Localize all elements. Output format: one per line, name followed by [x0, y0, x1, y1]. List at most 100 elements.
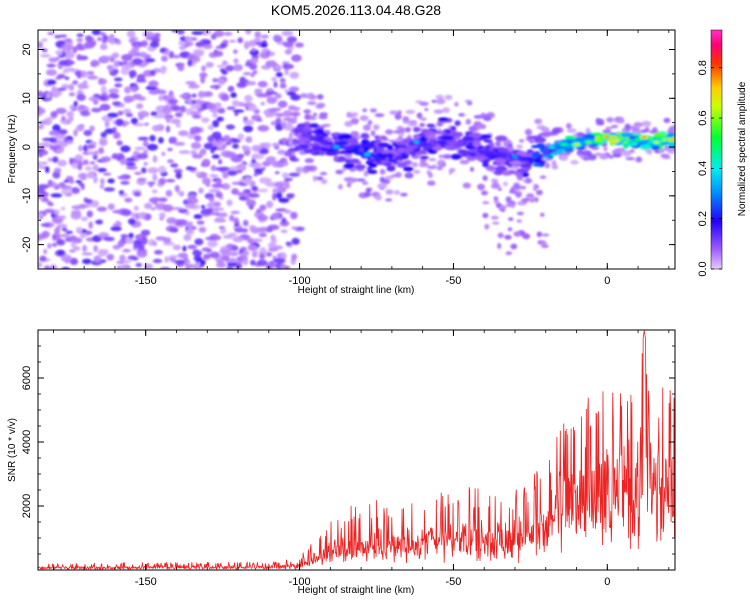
- heat-cell: [112, 131, 121, 139]
- heat-cell: [186, 98, 193, 105]
- heat-cell: [377, 183, 387, 190]
- heat-cell: [195, 42, 205, 47]
- heat-cell: [288, 86, 300, 92]
- heat-cell: [251, 47, 256, 52]
- heat-cell: [256, 92, 265, 98]
- heat-cell: [196, 220, 205, 226]
- heat-cell: [225, 65, 234, 72]
- heat-cell: [278, 252, 287, 260]
- snr-plot-area: [38, 330, 675, 570]
- heat-cell: [210, 251, 220, 259]
- colorbar-label: Normalized spectral amplitude: [737, 81, 748, 216]
- colorbar-tick-label: 0.8: [697, 60, 709, 75]
- heat-cell: [225, 124, 235, 130]
- heat-cell: [120, 180, 130, 185]
- heat-cell: [385, 129, 394, 135]
- heat-cell: [187, 59, 193, 67]
- heat-cell: [115, 220, 121, 226]
- heat-cell: [65, 230, 73, 234]
- heat-cell: [99, 184, 105, 189]
- heat-cell: [237, 133, 245, 141]
- heat-cell: [532, 186, 538, 191]
- y-tick-label: 4000: [21, 430, 33, 454]
- heat-cell: [275, 192, 283, 199]
- heat-cell: [38, 212, 44, 217]
- heat-cell: [93, 255, 102, 263]
- heat-cell: [620, 132, 634, 138]
- heat-cell: [249, 180, 256, 188]
- heat-cell: [419, 155, 429, 160]
- heat-cell: [127, 255, 137, 260]
- heat-cell: [122, 248, 131, 253]
- heat-cell: [468, 125, 477, 132]
- y-tick-label: 6000: [21, 366, 33, 390]
- heat-cell: [493, 170, 503, 176]
- heat-cell: [534, 197, 539, 203]
- heat-cell: [187, 244, 197, 250]
- heat-cell: [524, 128, 533, 136]
- heat-cell: [251, 144, 262, 152]
- heat-cell: [239, 76, 246, 85]
- heat-cell: [233, 49, 238, 54]
- heat-cell: [304, 158, 314, 164]
- heat-cell: [57, 142, 66, 147]
- heat-cell: [213, 30, 224, 38]
- heat-cell: [196, 261, 201, 267]
- heat-cell: [65, 50, 74, 58]
- heat-cell: [265, 156, 277, 164]
- heat-cell: [420, 149, 427, 153]
- heat-cell: [281, 30, 294, 37]
- heat-cell: [60, 254, 72, 262]
- heat-cell: [176, 190, 184, 196]
- heat-cell: [226, 199, 233, 207]
- heat-cell: [100, 131, 108, 139]
- heat-cell: [257, 125, 270, 132]
- heat-cell: [53, 209, 60, 215]
- heat-cell: [82, 80, 88, 85]
- heat-cell: [221, 70, 228, 75]
- heat-cell: [215, 167, 227, 171]
- heat-cell: [289, 111, 301, 117]
- heat-cell: [76, 38, 83, 42]
- heat-cell: [215, 216, 224, 222]
- heat-cell: [170, 118, 181, 124]
- heat-cell: [345, 177, 356, 184]
- snr-y-axis: 2000 4000 6000: [21, 329, 675, 555]
- heat-cell: [669, 138, 675, 141]
- heat-cell: [63, 138, 69, 143]
- heat-cell: [344, 120, 353, 127]
- heat-cell: [234, 112, 239, 116]
- heat-cell: [291, 226, 298, 230]
- heat-cell: [77, 104, 86, 110]
- heat-cell: [587, 154, 597, 161]
- heat-cell: [179, 45, 186, 51]
- heat-cell: [396, 163, 408, 168]
- heat-cell: [163, 237, 172, 244]
- heat-cell: [406, 145, 419, 149]
- snr-x-axis-label: Height of straight line (km): [298, 585, 415, 596]
- heat-cell: [464, 99, 472, 103]
- heat-cell: [304, 114, 310, 120]
- heat-cell: [277, 100, 288, 108]
- heat-cell: [103, 249, 109, 255]
- heat-cell: [603, 146, 608, 152]
- heat-cell: [69, 105, 76, 110]
- heat-cell: [135, 262, 142, 268]
- heat-cell: [290, 211, 298, 220]
- heat-cell: [104, 128, 115, 135]
- heat-cell: [99, 55, 110, 63]
- heat-cell: [133, 243, 140, 249]
- heat-cell: [85, 172, 96, 179]
- heat-cell: [227, 85, 235, 92]
- heat-cell: [313, 112, 317, 117]
- heat-cell: [271, 213, 280, 220]
- heat-cell: [128, 69, 137, 78]
- heat-cell: [126, 30, 136, 38]
- heat-cell: [353, 145, 361, 149]
- heat-cell: [101, 39, 108, 44]
- heat-cell: [404, 172, 414, 179]
- heat-cell: [116, 265, 122, 269]
- heat-cell: [81, 252, 93, 256]
- heat-cell: [243, 125, 254, 133]
- heat-cell: [365, 187, 372, 193]
